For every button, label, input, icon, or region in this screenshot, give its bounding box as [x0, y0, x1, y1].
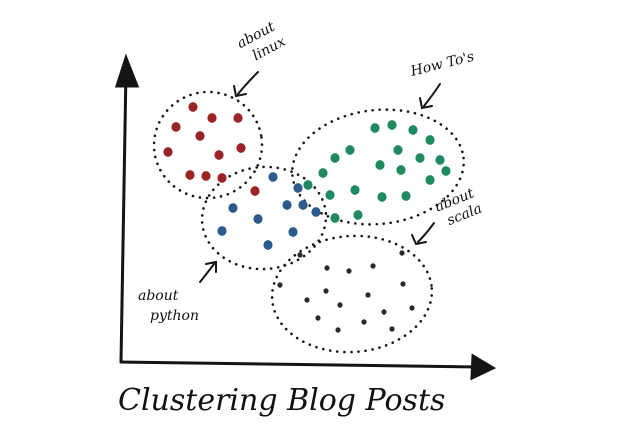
point-howtos-5 — [415, 153, 425, 163]
point-scala-15 — [361, 319, 367, 325]
point-howtos-8 — [396, 165, 406, 175]
arrow-scala-head — [411, 234, 427, 246]
arrow-linux — [237, 71, 259, 95]
point-python-3 — [282, 200, 292, 210]
point-scala-1 — [324, 265, 330, 271]
point-scala-14 — [335, 327, 341, 333]
point-howtos-1 — [387, 120, 397, 130]
label-python: about python — [138, 288, 199, 324]
point-linux-1 — [207, 113, 217, 123]
point-howtos-17 — [425, 175, 435, 185]
point-howtos-2 — [408, 125, 418, 135]
point-scala-5 — [277, 282, 283, 288]
arrow-linux-head — [233, 85, 247, 98]
cluster-boundary-scala — [270, 234, 434, 354]
point-scala-9 — [304, 297, 310, 303]
label-scala: about scala — [433, 184, 487, 231]
point-scala-7 — [365, 292, 371, 298]
label-linux: about linux — [234, 17, 290, 68]
x-axis-arrowhead — [470, 353, 497, 381]
point-scala-0 — [297, 252, 303, 258]
arrow-scala — [417, 222, 435, 243]
point-scala-11 — [381, 309, 387, 315]
cluster-boundary-linux — [152, 90, 264, 200]
point-linux-7 — [236, 143, 246, 153]
arrow-python — [199, 263, 215, 283]
point-scala-12 — [409, 305, 415, 311]
point-python-9 — [288, 227, 298, 237]
diagram-title: Clustering Blog Posts — [118, 383, 445, 418]
point-scala-13 — [315, 315, 321, 321]
point-linux-3 — [171, 122, 181, 132]
point-linux-4 — [195, 131, 205, 141]
cluster-boundary-python — [200, 165, 328, 271]
point-scala-10 — [337, 302, 343, 308]
point-python-6 — [311, 207, 321, 217]
arrow-howtos-head — [419, 97, 433, 110]
point-python-2 — [253, 214, 263, 224]
point-howtos-6 — [435, 155, 445, 165]
x-axis-line — [119, 360, 480, 369]
point-linux-11 — [217, 173, 227, 183]
cluster-boundary-howtos — [290, 108, 466, 226]
point-howtos-7 — [375, 160, 385, 170]
point-howtos-10 — [330, 153, 340, 163]
point-linux-0 — [188, 102, 198, 112]
point-linux-5 — [163, 147, 173, 157]
point-scala-4 — [399, 250, 405, 256]
point-howtos-13 — [325, 190, 335, 200]
point-howtos-14 — [350, 185, 360, 195]
axes — [114, 53, 497, 381]
y-axis-line — [119, 68, 128, 364]
point-howtos-19 — [353, 210, 363, 220]
point-linux-6 — [214, 150, 224, 160]
point-scala-6 — [323, 288, 329, 294]
point-howtos-15 — [377, 192, 387, 202]
point-python-7 — [217, 226, 227, 236]
point-linux-8 — [185, 170, 195, 180]
y-axis-arrowhead — [114, 53, 140, 88]
point-howtos-3 — [425, 135, 435, 145]
point-scala-3 — [370, 263, 376, 269]
point-howtos-11 — [318, 168, 328, 178]
point-howtos-4 — [393, 145, 403, 155]
label-howtos: How To's — [408, 49, 476, 80]
point-python-4 — [298, 200, 308, 210]
point-howtos-12 — [303, 180, 313, 190]
point-howtos-20 — [330, 213, 340, 223]
data-points — [163, 102, 451, 333]
point-howtos-18 — [441, 166, 451, 176]
point-linux-9 — [250, 186, 260, 196]
point-python-0 — [268, 172, 278, 182]
point-howtos-9 — [345, 145, 355, 155]
arrow-howtos — [423, 83, 441, 107]
point-python-8 — [263, 240, 273, 250]
point-python-5 — [293, 183, 303, 193]
point-howtos-0 — [370, 123, 380, 133]
point-linux-10 — [201, 171, 211, 181]
point-howtos-16 — [401, 191, 411, 201]
point-scala-2 — [346, 268, 352, 274]
point-linux-2 — [233, 113, 243, 123]
point-python-1 — [228, 203, 238, 213]
arrow-python-head — [205, 260, 217, 273]
point-scala-8 — [400, 281, 406, 287]
point-scala-16 — [389, 326, 395, 332]
